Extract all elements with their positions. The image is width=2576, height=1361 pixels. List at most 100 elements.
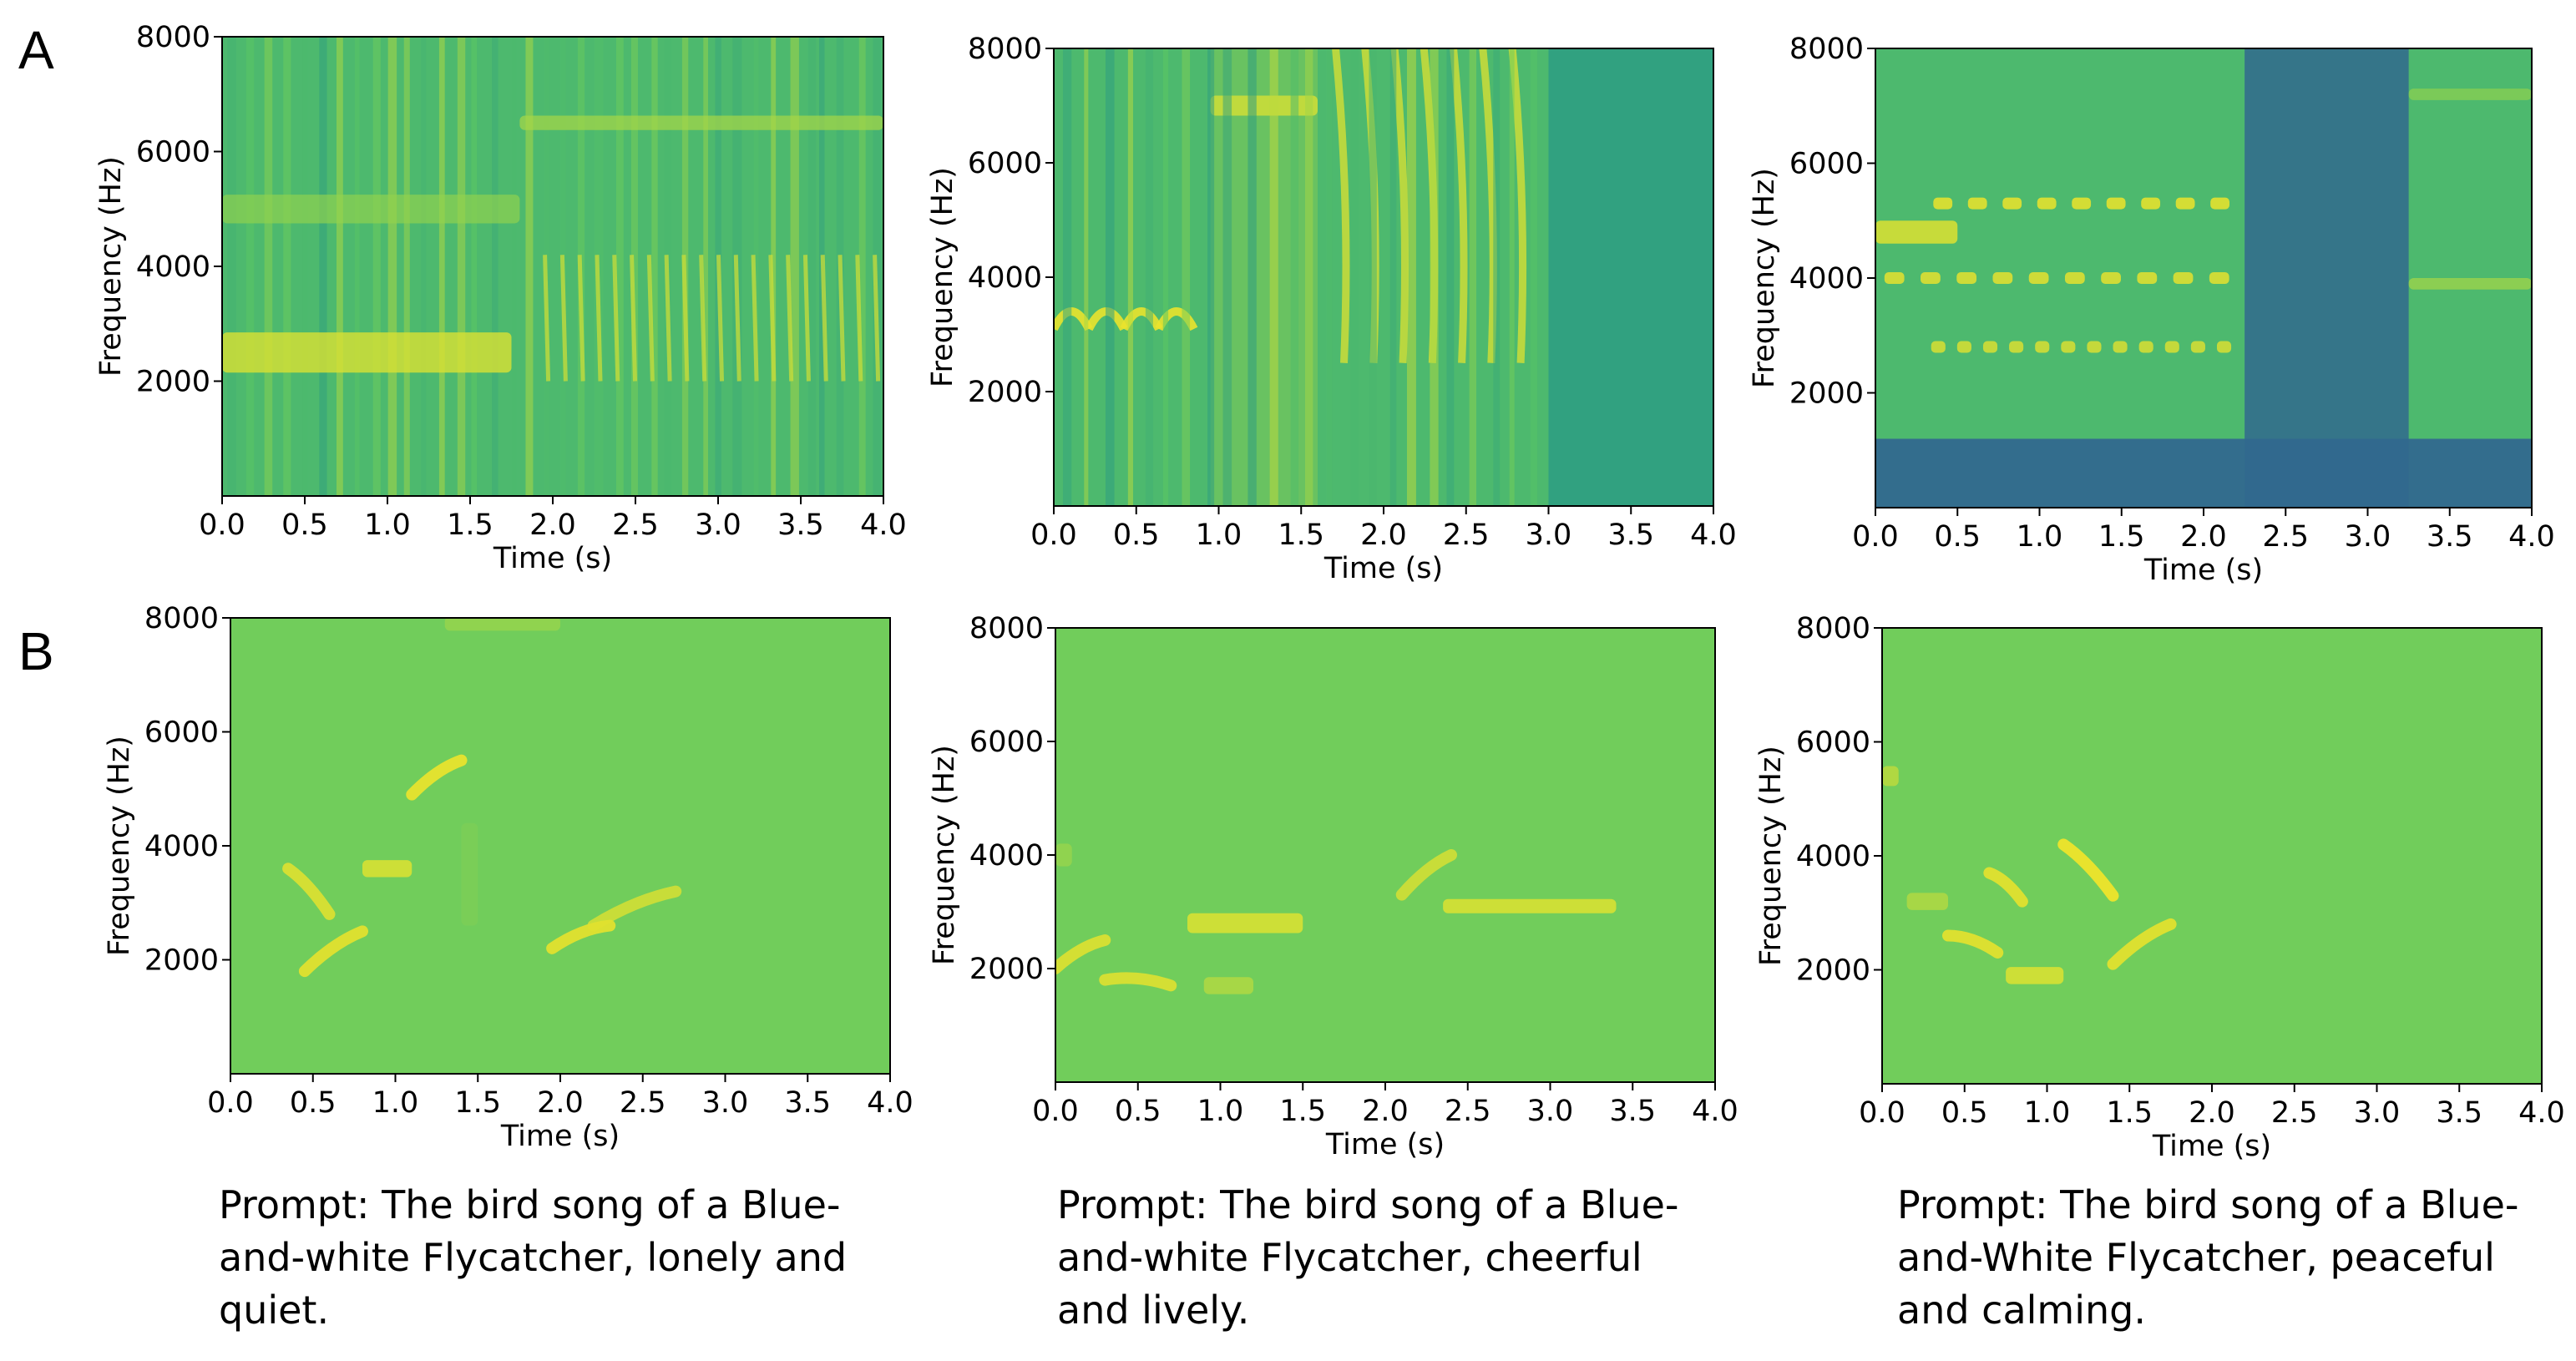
y-tick-label: 2000 — [968, 376, 1042, 409]
click-mark — [1084, 48, 1089, 506]
y-tick-label: 4000 — [136, 250, 210, 284]
tone-mark — [1906, 893, 1948, 910]
tone-mark — [519, 115, 883, 130]
click-mark — [1305, 48, 1313, 506]
harmonic-mark — [716, 255, 724, 382]
x-tick-label: 2.0 — [2180, 520, 2227, 554]
click-mark — [438, 37, 445, 496]
x-tick-label: 3.5 — [777, 508, 824, 542]
click-mark — [1389, 48, 1397, 506]
click-mark — [873, 37, 882, 496]
harmonic-mark — [699, 255, 707, 382]
caption-line: and calming. — [1897, 1288, 2146, 1333]
click-mark — [245, 37, 255, 496]
panel-label-b: B — [18, 621, 54, 681]
x-tick-label: 2.5 — [2271, 1096, 2318, 1130]
click-mark — [1407, 48, 1416, 506]
dash-mark — [2106, 197, 2126, 210]
dash-mark — [2138, 341, 2153, 353]
y-tick-label: 8000 — [1796, 612, 1870, 645]
dash-mark — [2175, 197, 2195, 210]
y-tick-label: 4000 — [969, 839, 1044, 873]
x-tick-label: 3.0 — [1526, 519, 1572, 552]
click-mark — [807, 37, 817, 496]
x-tick-label: 3.0 — [2345, 520, 2391, 554]
click-mark — [1469, 48, 1476, 506]
x-tick-label: 1.5 — [1278, 519, 1324, 552]
dash-mark — [2009, 341, 2024, 353]
spectrogram-a-3: 0.0 0.5 1.0 1.5 2.0 2.5 3.0 3.5 4.0 2000 4000 6000 8… — [1748, 33, 2555, 587]
tone-mark — [2408, 89, 2532, 100]
x-tick-label: 3.0 — [695, 508, 741, 542]
sweep-mark — [587, 885, 682, 932]
x-tick-label: 1.0 — [2017, 520, 2063, 554]
sweep-mark — [2057, 838, 2119, 902]
dash-mark — [2141, 197, 2161, 210]
click-mark — [1369, 48, 1377, 506]
harmonic-mark — [768, 255, 777, 382]
x-tick-label: 0.0 — [1032, 1095, 1079, 1128]
x-tick-label: 3.5 — [784, 1086, 831, 1120]
caption-prompt-3: Prompt: The bird song of a Blue- and-Whi… — [1897, 1179, 2565, 1337]
caption-line: and-White Flycatcher, peaceful — [1897, 1235, 2495, 1280]
sweep-mark — [282, 863, 336, 920]
x-tick-label: 0.5 — [1934, 520, 1981, 554]
click-mark — [1106, 48, 1115, 506]
x-tick-label: 3.5 — [1607, 519, 1654, 552]
y-tick-label: 6000 — [969, 726, 1044, 759]
harmonic-mark — [630, 255, 638, 382]
x-tick-label: 0.5 — [281, 508, 328, 542]
dash-mark — [2190, 341, 2205, 353]
dash-mark — [2173, 272, 2194, 284]
harmonic-mark — [786, 255, 794, 382]
dash-mark — [2113, 341, 2128, 353]
x-tick-label: 2.5 — [2262, 520, 2309, 554]
click-mark — [1446, 48, 1455, 506]
x-tick-label: 2.5 — [612, 508, 659, 542]
sweep-mark — [1390, 48, 1409, 363]
x-tick-label: 2.5 — [1445, 1095, 1491, 1128]
dash-mark — [2210, 197, 2230, 210]
click-mark — [354, 37, 360, 496]
y-tick-label: 8000 — [136, 21, 210, 54]
harmonic-mark — [612, 255, 620, 382]
harmonic-mark — [543, 255, 551, 382]
tone-mark — [1187, 913, 1303, 933]
click-mark — [753, 37, 759, 496]
harmonic-mark — [733, 255, 741, 382]
click-mark — [492, 37, 498, 496]
click-mark — [790, 37, 799, 496]
sweep-mark — [1942, 929, 2004, 959]
x-axis-label: Time (s) — [1323, 552, 1443, 585]
spectrogram-background — [1882, 628, 2542, 1084]
y-tick-label: 2000 — [1789, 377, 1864, 411]
y-tick-label: 2000 — [144, 944, 219, 978]
spectrogram-b-3: 0.0 0.5 1.0 1.5 2.0 2.5 3.0 3.5 4.0 2000 4000 6000 8… — [1754, 612, 2565, 1163]
click-mark — [1162, 48, 1169, 506]
dash-mark — [1956, 341, 1971, 353]
sweep-mark — [1983, 867, 2028, 908]
x-tick-label: 0.5 — [1115, 1095, 1161, 1128]
x-tick-label: 0.0 — [1030, 519, 1077, 552]
y-tick-label: 6000 — [968, 147, 1042, 180]
dash-mark — [2002, 197, 2022, 210]
harmonic-mark — [873, 255, 881, 382]
x-tick-label: 1.5 — [1279, 1095, 1326, 1128]
click-mark — [1127, 48, 1133, 506]
x-tick-label: 2.0 — [1362, 1095, 1409, 1128]
click-mark — [771, 37, 777, 496]
caption-prompt-1: Prompt: The bird song of a Blue- and-whi… — [219, 1179, 887, 1337]
dash-mark — [2087, 341, 2102, 353]
dash-mark — [1992, 272, 2013, 284]
tone-mark — [222, 195, 520, 224]
x-tick-label: 3.0 — [1527, 1095, 1574, 1128]
click-mark — [227, 37, 236, 496]
y-tick-label: 4000 — [144, 830, 219, 863]
x-tick-label: 4.0 — [1692, 1095, 1738, 1128]
x-tick-label: 3.0 — [702, 1086, 749, 1120]
spectrogram-a-2: 0.0 0.5 1.0 1.5 2.0 2.5 3.0 3.5 4.0 2000 4000 6000 8… — [926, 33, 1737, 585]
tone-mark — [1055, 843, 1072, 867]
x-tick-label: 1.0 — [364, 508, 411, 542]
sweep-mark — [546, 919, 616, 954]
dash-mark — [2209, 272, 2229, 284]
